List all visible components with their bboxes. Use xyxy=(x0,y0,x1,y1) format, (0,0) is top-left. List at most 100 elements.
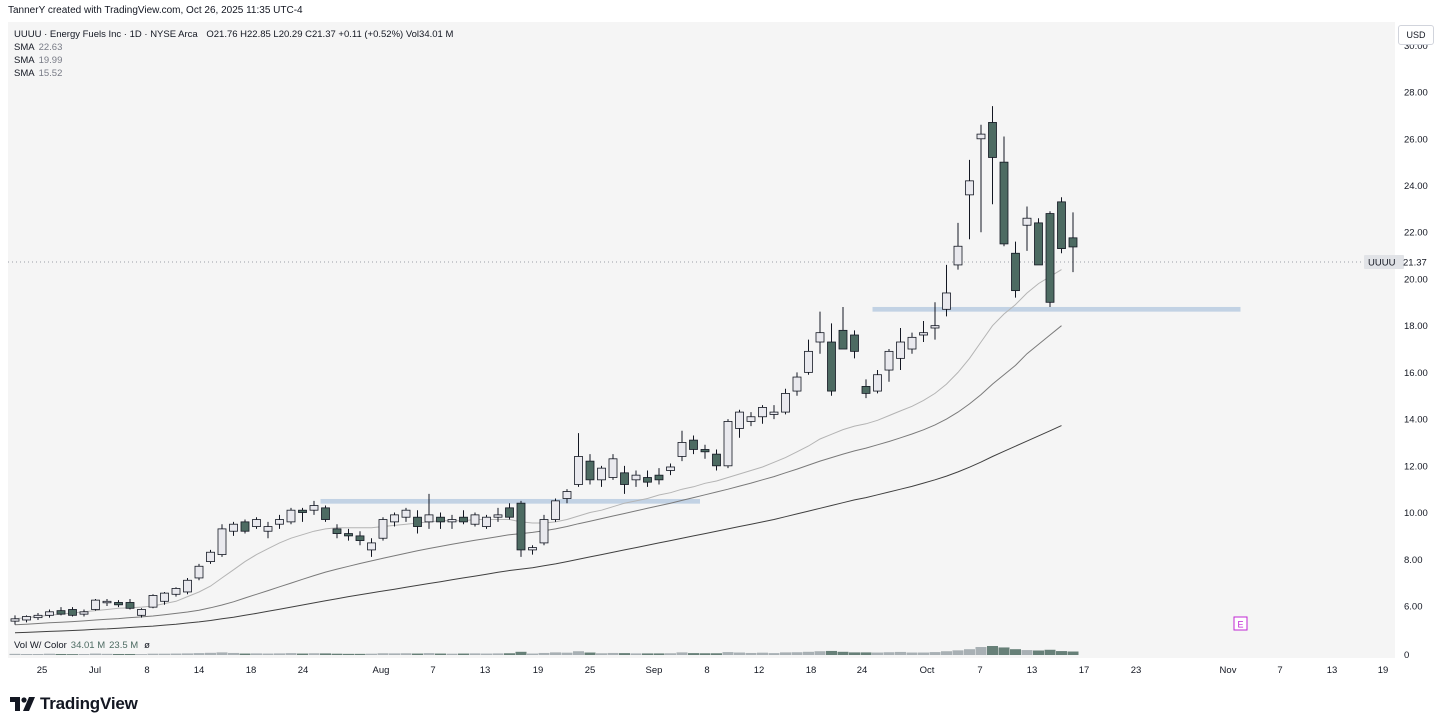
candle xyxy=(332,524,342,539)
candle-body xyxy=(436,516,445,523)
price-tag-value: 21.37 xyxy=(1403,258,1427,269)
volume-bar xyxy=(619,653,630,655)
volume-bar xyxy=(446,653,458,655)
volume-bar xyxy=(814,651,826,655)
volume-bar xyxy=(630,653,642,655)
support-zone xyxy=(320,498,700,504)
candle-body xyxy=(562,491,572,499)
candle xyxy=(33,612,43,620)
candle-body xyxy=(1068,237,1078,248)
candle-body xyxy=(263,526,273,532)
volume-bar xyxy=(297,653,308,655)
x-tick-label: 24 xyxy=(857,665,868,676)
candle xyxy=(355,531,365,546)
candle xyxy=(229,521,238,536)
volume-bar xyxy=(941,651,952,655)
candle xyxy=(827,323,836,396)
candle-body xyxy=(1034,222,1043,266)
price-axis[interactable]: 6.00 8.00 10.00 12.00 14.00 16.00 18.00 20.00 22… xyxy=(1404,41,1428,613)
candle-body xyxy=(781,393,790,413)
x-tick-label: 18 xyxy=(246,665,257,676)
volume-bar xyxy=(251,653,262,655)
y-tick-label: 20.00 xyxy=(1404,274,1428,285)
indicator-name[interactable]: SMA xyxy=(14,42,35,53)
indicator-name[interactable]: SMA xyxy=(14,68,35,79)
candle xyxy=(367,538,376,557)
volume-bar xyxy=(1056,651,1067,655)
volume-bar xyxy=(975,647,987,655)
candle-body xyxy=(309,505,319,511)
candle xyxy=(654,468,664,485)
volume-bar xyxy=(665,653,676,655)
y-tick-label: 8.00 xyxy=(1404,555,1423,566)
candle-body xyxy=(1011,252,1020,292)
candle xyxy=(631,470,641,487)
candle-body xyxy=(539,519,549,544)
candle xyxy=(436,512,445,529)
candle xyxy=(505,503,514,520)
candle-body xyxy=(10,618,20,622)
volume-bar xyxy=(101,653,113,655)
volume-bar xyxy=(791,652,803,655)
price-tag-symbol: UUUU xyxy=(1368,258,1396,269)
indicator-value: 15.52 xyxy=(38,68,63,79)
currency-button[interactable]: USD xyxy=(1398,25,1434,45)
candle xyxy=(919,320,928,343)
x-tick-label: 19 xyxy=(1378,665,1389,676)
candle-body xyxy=(654,474,664,481)
volume-bar xyxy=(561,652,573,655)
sma-slow-line xyxy=(14,425,1062,634)
volume-bars xyxy=(9,646,1079,655)
volume-bar xyxy=(400,653,412,655)
candle xyxy=(666,463,675,476)
candle xyxy=(114,600,123,608)
candle-body xyxy=(919,332,928,336)
x-tick-label: Aug xyxy=(373,665,390,676)
candle-body xyxy=(68,609,77,616)
candle-body xyxy=(229,523,238,532)
candle-body xyxy=(413,516,422,527)
volume-bar xyxy=(987,646,998,655)
candle xyxy=(217,524,227,557)
candle xyxy=(712,449,721,471)
candle xyxy=(677,430,687,462)
y-tick-label: 22.00 xyxy=(1404,228,1428,239)
candle xyxy=(309,500,319,515)
candle xyxy=(240,519,250,534)
sma-mid-line xyxy=(14,325,1062,626)
y-tick-label: 16.00 xyxy=(1404,368,1428,379)
indicator-name[interactable]: SMA xyxy=(14,55,35,66)
candle-body xyxy=(1022,217,1032,226)
candle xyxy=(286,507,296,525)
support-zones xyxy=(320,306,1241,504)
x-tick-label: Sep xyxy=(646,665,663,676)
x-tick-label: 13 xyxy=(480,665,491,676)
volume-bar xyxy=(67,654,78,655)
symbol-line[interactable]: UUUU · Energy Fuels Inc · 1D · NYSE Arca xyxy=(14,29,198,40)
volume-bar xyxy=(757,652,768,655)
candle-body xyxy=(597,467,606,481)
candle-body xyxy=(551,500,560,520)
candle xyxy=(976,124,986,233)
y-tick-label: 6.00 xyxy=(1404,601,1423,612)
support-zone xyxy=(872,306,1241,312)
candle xyxy=(171,587,181,597)
volume-bar xyxy=(136,654,147,655)
volume-indicator-name[interactable]: Vol W/ Color xyxy=(14,640,67,651)
earnings-marker[interactable]: E xyxy=(1233,616,1248,631)
x-tick-label: Nov xyxy=(1220,665,1237,676)
brand[interactable]: TradingView xyxy=(10,694,138,714)
candle xyxy=(194,563,204,581)
volume-bar xyxy=(124,653,136,655)
chart-area[interactable] xyxy=(8,22,1395,634)
candle xyxy=(263,521,273,539)
candle xyxy=(45,609,54,618)
candle xyxy=(68,607,77,617)
volume-bar xyxy=(377,653,389,655)
time-axis[interactable]: 25 Jul 8 14 18 24 Aug 7 13 19 25 Sep 8 12 18 24 Oct 7 13 17… xyxy=(37,665,1389,676)
candle xyxy=(125,598,135,610)
volume-bar xyxy=(147,653,159,655)
candle-body xyxy=(735,411,744,429)
volume-legend: Vol W/ Color 34.01 M 23.5 M ø xyxy=(14,640,150,651)
